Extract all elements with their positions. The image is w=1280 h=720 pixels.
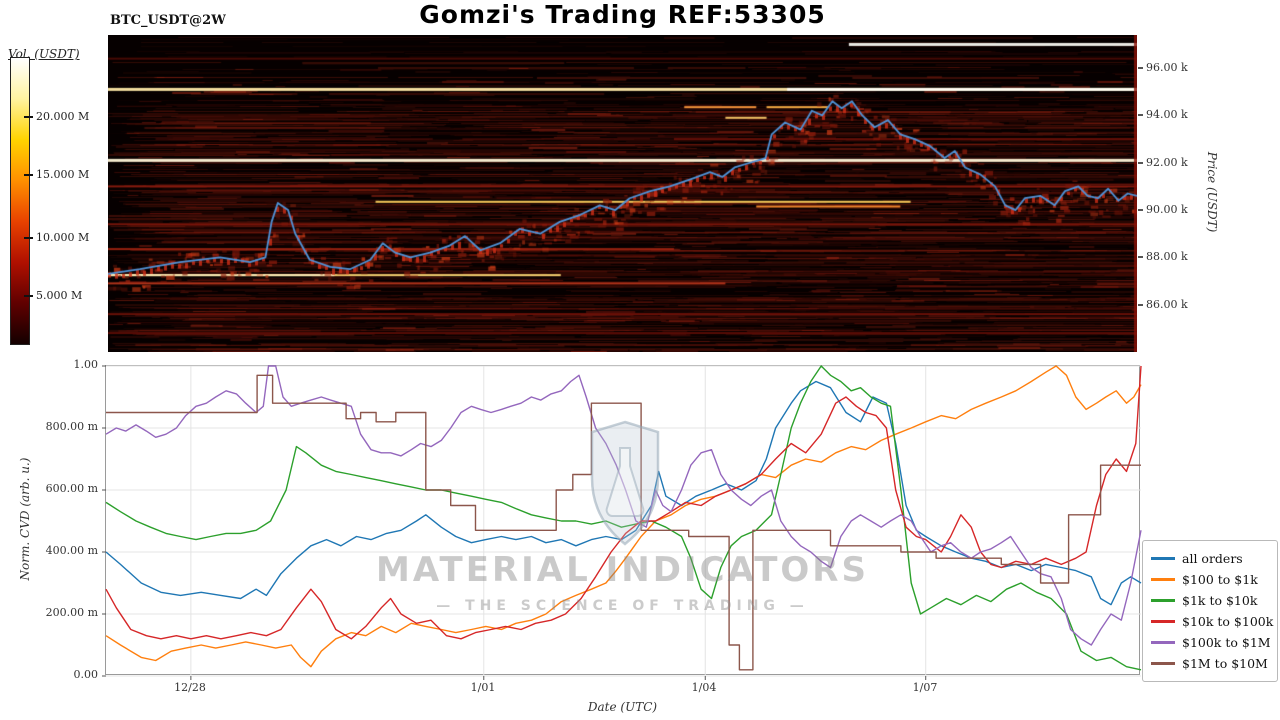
cvd-plot: [102, 365, 1142, 680]
price-tick-label: 86.00 k: [1146, 298, 1188, 311]
tick-mark: [24, 237, 33, 239]
cvd-ytick-label: 400.00 m: [45, 544, 98, 557]
legend-label: $100 to $1k: [1182, 572, 1258, 587]
price-axis-label: Price (USDT): [1205, 151, 1219, 233]
volume-colorbar: [10, 57, 30, 345]
price-tick-label: 90.00 k: [1146, 203, 1188, 216]
tick-mark: [1138, 256, 1143, 258]
legend: all orders $100 to $1k $1k to $10k $10k …: [1142, 540, 1278, 682]
cvd-xtick-label: 1/01: [470, 681, 496, 694]
price-tick-label: 96.00 k: [1146, 61, 1188, 74]
colorbar-tick-label: 10.000 M: [36, 231, 90, 244]
legend-label: $1M to $10M: [1182, 656, 1268, 671]
colorbar-tick: 20.000 M: [24, 111, 89, 123]
tick-mark: [1138, 67, 1143, 69]
colorbar-tick: 10.000 M: [24, 232, 89, 244]
legend-line-swatch: [1151, 641, 1175, 644]
tick-mark: [24, 174, 33, 176]
volume-heatmap-canvas: [108, 35, 1137, 352]
legend-line-swatch: [1151, 620, 1175, 623]
cvd-ytick-label: 0.00: [73, 668, 99, 681]
tick-mark: [1138, 304, 1143, 306]
symbol-label: BTC_USDT@2W: [110, 13, 226, 28]
legend-item: $100k to $1M: [1151, 632, 1271, 653]
colorbar-tick: 15.000 M: [24, 169, 89, 181]
cvd-xtick-label: 12/28: [174, 681, 206, 694]
legend-item: $1k to $10k: [1151, 590, 1269, 611]
tick-mark: [24, 116, 33, 118]
legend-line-swatch: [1151, 599, 1175, 602]
legend-line-swatch: [1151, 557, 1175, 560]
price-tick-label: 92.00 k: [1146, 156, 1188, 169]
colorbar-tick-label: 5.000 M: [36, 289, 83, 302]
colorbar-tick-label: 20.000 M: [36, 110, 90, 123]
cvd-ytick-label: 200.00 m: [45, 606, 98, 619]
legend-item: $100 to $1k: [1151, 569, 1269, 590]
legend-item: $10k to $100k: [1151, 611, 1273, 632]
legend-line-swatch: [1151, 578, 1175, 581]
legend-label: all orders: [1182, 551, 1243, 566]
tick-mark: [24, 295, 33, 297]
cvd-xtick-label: 1/07: [912, 681, 938, 694]
cvd-axis-label: Norm. CVD (arb. u.): [18, 457, 32, 581]
tick-mark: [1138, 209, 1143, 211]
cvd-xtick-label: 1/04: [691, 681, 717, 694]
price-tick-label: 94.00 k: [1146, 108, 1188, 121]
colorbar-tick: 5.000 M: [24, 290, 82, 302]
tick-mark: [1138, 162, 1143, 164]
legend-line-swatch: [1151, 662, 1175, 665]
tick-mark: [1138, 114, 1143, 116]
legend-label: $10k to $100k: [1182, 614, 1274, 629]
page-title: Gomzi's Trading REF:53305: [419, 0, 826, 29]
date-axis-label: Date (UTC): [587, 700, 658, 714]
cvd-ytick-label: 600.00 m: [45, 482, 98, 495]
colorbar-tick-label: 15.000 M: [36, 168, 90, 181]
legend-label: $1k to $10k: [1182, 593, 1258, 608]
volume-heatmap-panel: [108, 35, 1137, 352]
cvd-ytick-label: 800.00 m: [45, 420, 98, 433]
price-tick-label: 88.00 k: [1146, 250, 1188, 263]
cvd-ytick-label: 1.00: [73, 358, 99, 371]
cvd-chart-svg: [102, 365, 1142, 680]
legend-label: $100k to $1M: [1182, 635, 1271, 650]
legend-item: all orders: [1151, 548, 1269, 569]
legend-item: $1M to $10M: [1151, 653, 1269, 674]
